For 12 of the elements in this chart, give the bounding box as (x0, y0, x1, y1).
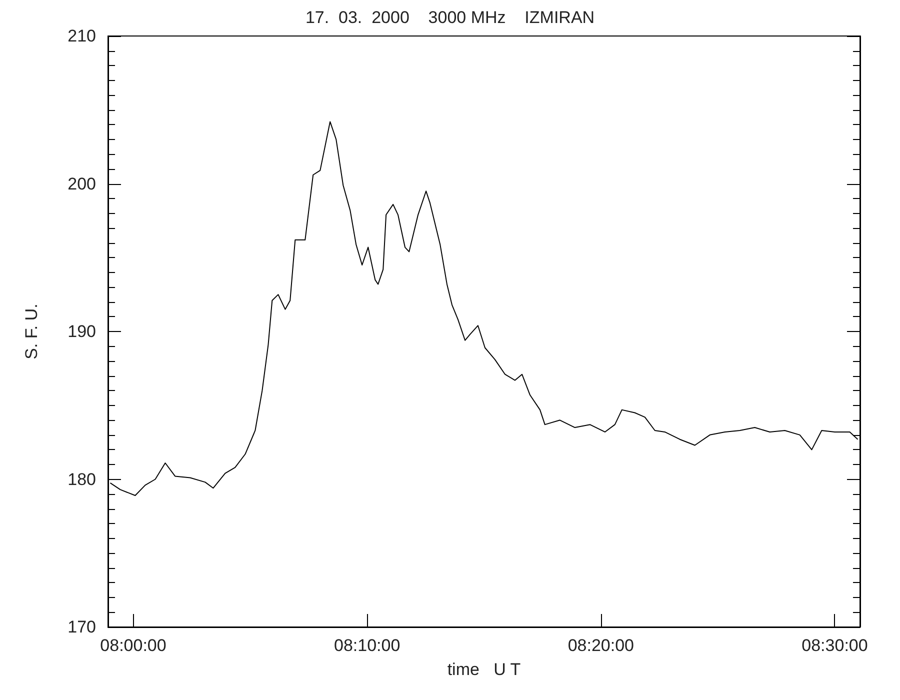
x-tick-label: 08:10:00 (334, 636, 400, 655)
x-axis-title: time U T (447, 660, 521, 679)
y-tick-label: 200 (68, 174, 96, 194)
x-tick-label: 08:00:00 (100, 636, 166, 655)
x-tick-label: 08:30:00 (802, 636, 868, 655)
y-tick-label: 210 (68, 26, 96, 46)
y-axis-title: S. F. U. (22, 304, 41, 360)
y-tick-label: 180 (68, 470, 96, 489)
x-tick-label: 08:20:00 (568, 636, 634, 655)
y-tick-label: 190 (68, 322, 96, 341)
chart-title: 17. 03. 2000 3000 MHz IZMIRAN (305, 8, 595, 27)
y-tick-label: 170 (68, 618, 96, 636)
